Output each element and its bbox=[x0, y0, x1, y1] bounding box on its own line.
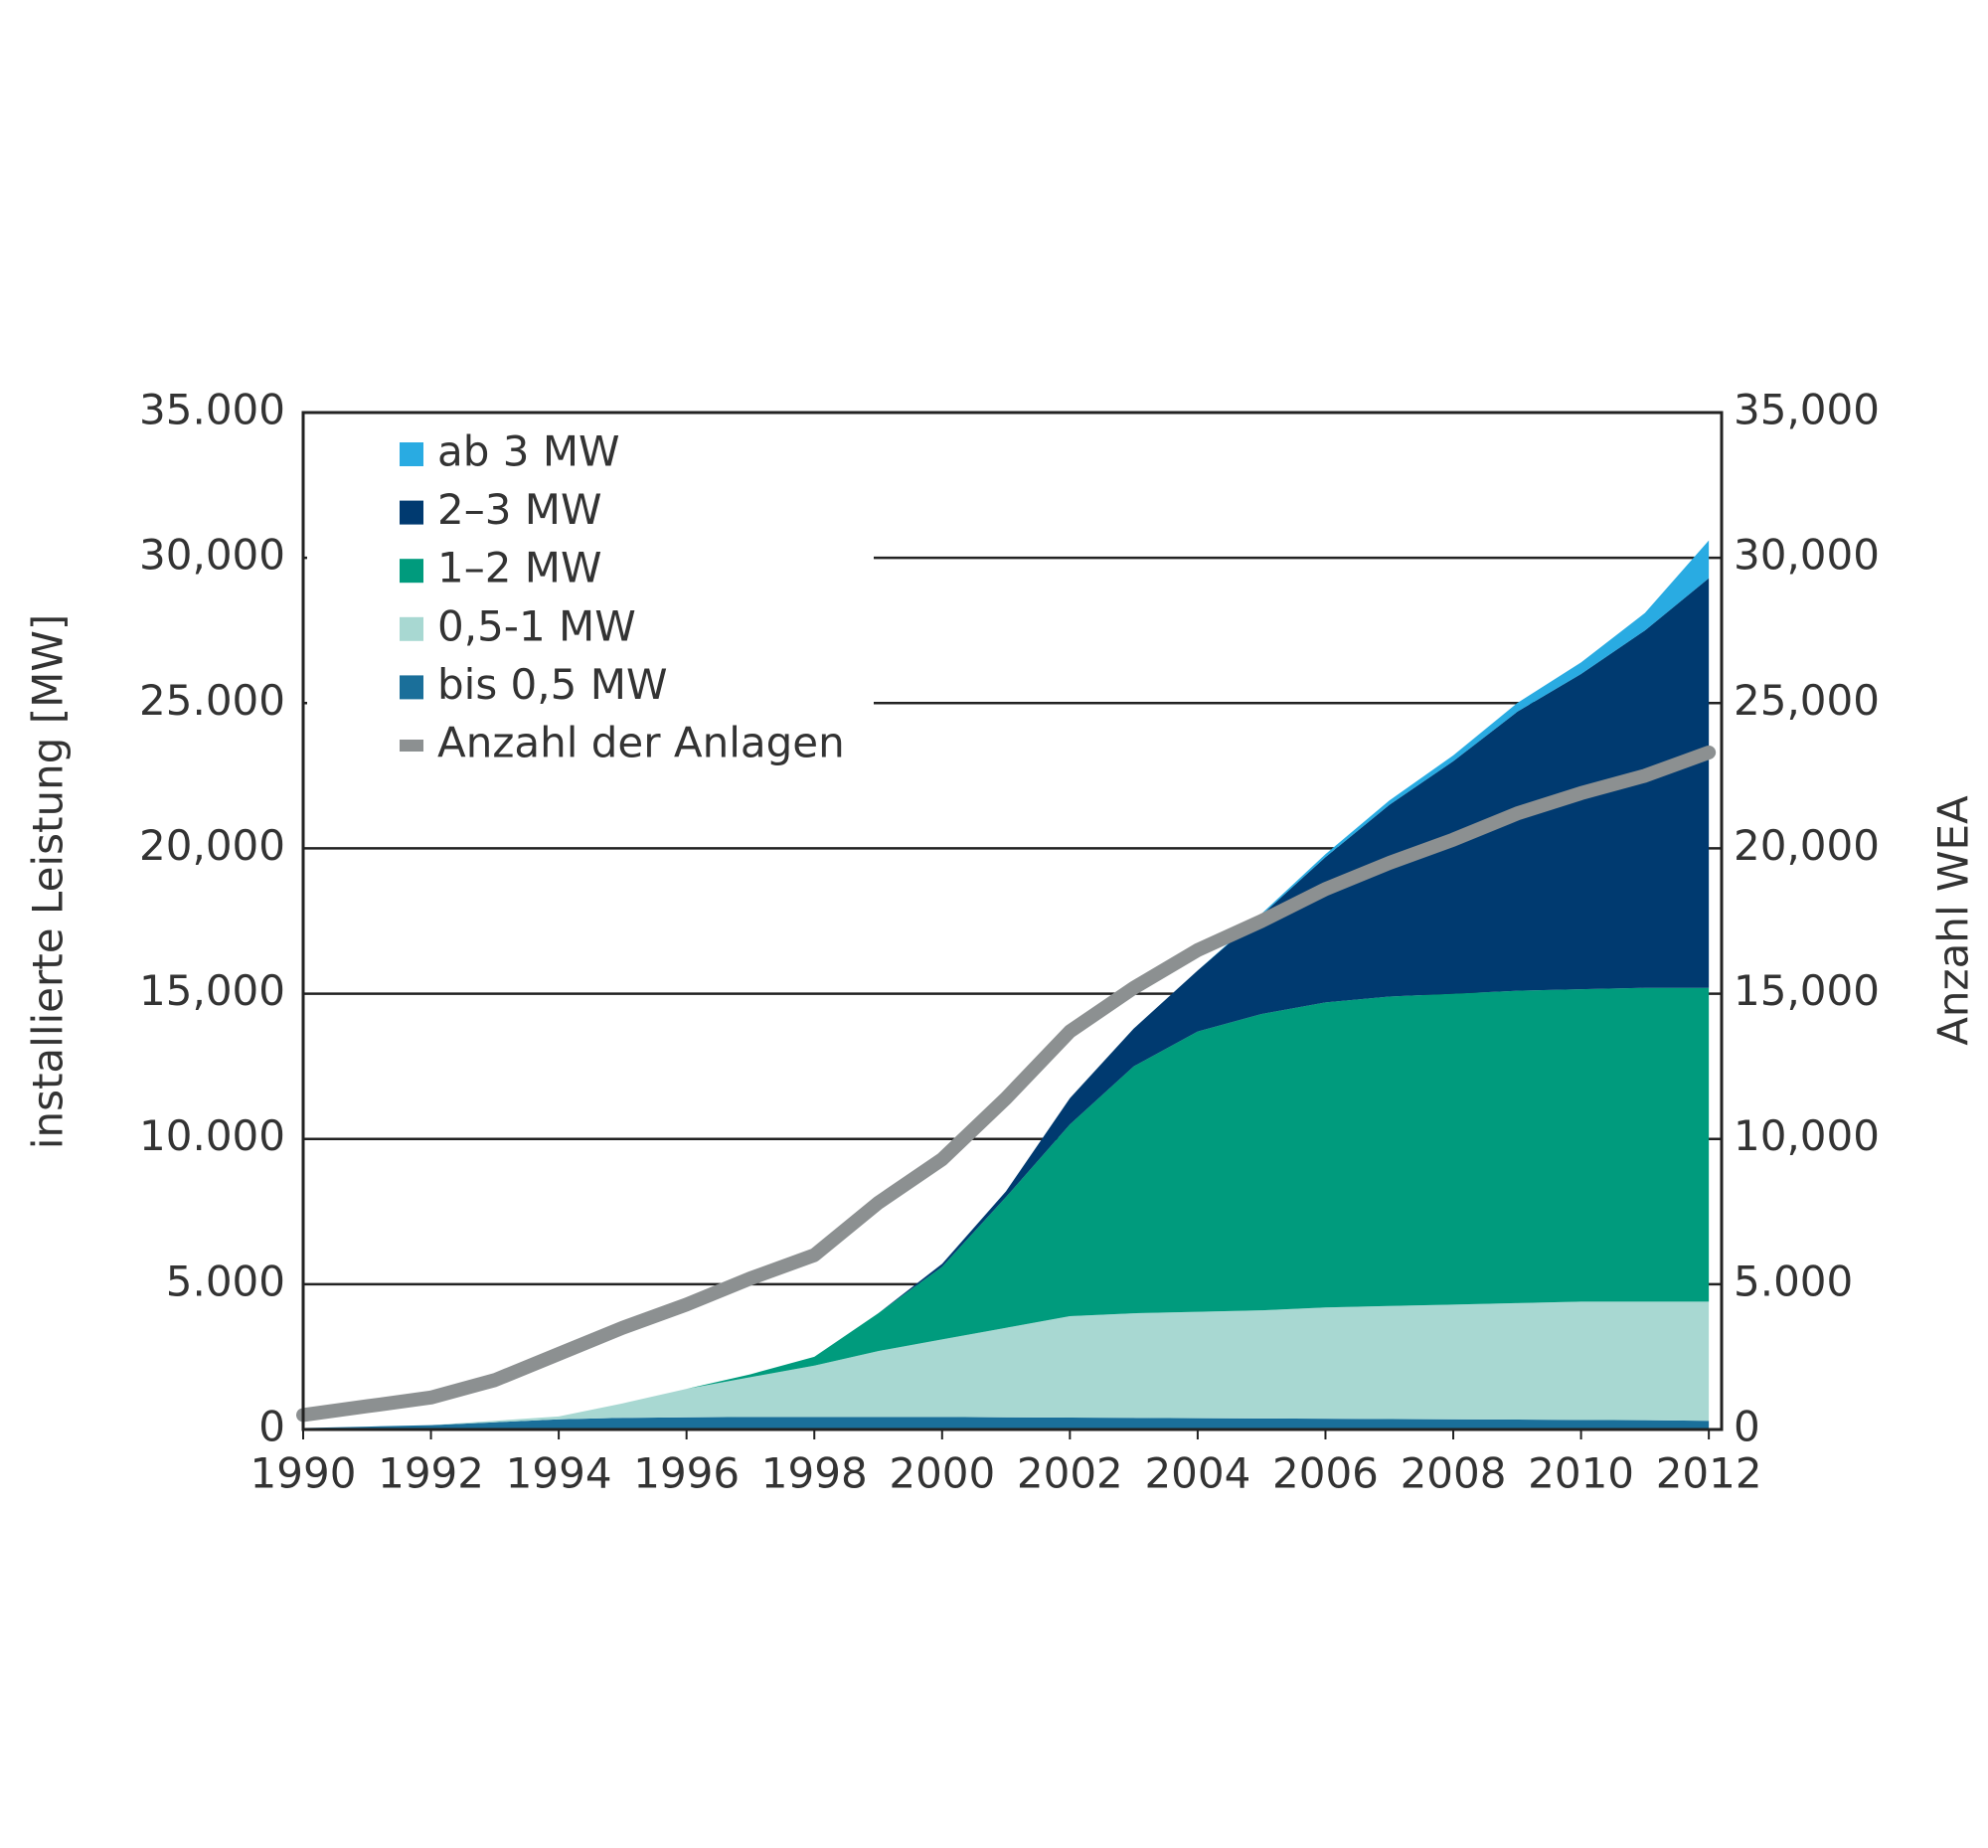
y-axis-title: installierte Leistung [MW] bbox=[24, 614, 73, 1149]
legend-swatch bbox=[400, 442, 423, 466]
plot-frame bbox=[301, 411, 1724, 1431]
y-tick-label: 20,000 bbox=[139, 821, 285, 870]
x-tick-label: 2010 bbox=[1528, 1449, 1634, 1498]
y2-tick-label: 10,000 bbox=[1734, 1111, 1880, 1160]
y2-tick-label: 0 bbox=[1734, 1403, 1760, 1451]
y-tick-label: 25.000 bbox=[139, 676, 285, 725]
legend-label: Anzahl der Anlagen bbox=[437, 719, 845, 767]
legend-label: bis 0,5 MW bbox=[437, 660, 667, 709]
y2-tick-label: 35,000 bbox=[1734, 386, 1880, 434]
legend-label: 2–3 MW bbox=[437, 485, 602, 534]
y-tick-label: 30,000 bbox=[139, 531, 285, 580]
y2-tick-label: 30,000 bbox=[1734, 531, 1880, 580]
line bbox=[296, 745, 1717, 1423]
y2-tick-label: 25,000 bbox=[1734, 676, 1880, 725]
y2-tick-label: 5.000 bbox=[1734, 1257, 1853, 1305]
legend-background bbox=[307, 422, 874, 767]
area bbox=[303, 1301, 1710, 1428]
x-tick-label: 1990 bbox=[250, 1449, 357, 1498]
x-tick-label: 2006 bbox=[1272, 1449, 1379, 1498]
x-tick-label: 1994 bbox=[506, 1449, 612, 1498]
legend-swatch bbox=[400, 740, 423, 752]
y2-tick-label: 15,000 bbox=[1734, 966, 1880, 1015]
area bbox=[303, 1417, 1710, 1429]
legend-swatch bbox=[400, 616, 423, 641]
x-tick-label: 1996 bbox=[633, 1449, 740, 1498]
x-tick-label: 1998 bbox=[761, 1449, 868, 1498]
y-tick-label: 15,000 bbox=[139, 966, 285, 1015]
legend-swatch bbox=[400, 500, 423, 525]
legend-label: 0,5-1 MW bbox=[437, 601, 636, 650]
y2-axis-title: Anzahl WEA bbox=[1929, 795, 1978, 1046]
x-tick-label: 2004 bbox=[1144, 1449, 1250, 1498]
area bbox=[303, 987, 1710, 1428]
legend-label: ab 3 MW bbox=[437, 427, 620, 476]
x-tick-label: 2008 bbox=[1401, 1449, 1507, 1498]
legend-swatch bbox=[400, 559, 423, 584]
legend-swatch bbox=[400, 675, 423, 700]
y-tick-label: 35.000 bbox=[139, 386, 285, 434]
x-tick-label: 2000 bbox=[889, 1449, 995, 1498]
y-tick-label: 10.000 bbox=[139, 1111, 285, 1160]
x-tick-label: 1992 bbox=[378, 1449, 484, 1498]
x-tick-label: 2012 bbox=[1656, 1449, 1762, 1498]
y-tick-label: 0 bbox=[258, 1403, 285, 1451]
y2-tick-label: 20,000 bbox=[1734, 821, 1880, 870]
x-tick-label: 2002 bbox=[1017, 1449, 1123, 1498]
y-tick-label: 5.000 bbox=[166, 1257, 285, 1305]
legend-label: 1–2 MW bbox=[437, 544, 602, 592]
